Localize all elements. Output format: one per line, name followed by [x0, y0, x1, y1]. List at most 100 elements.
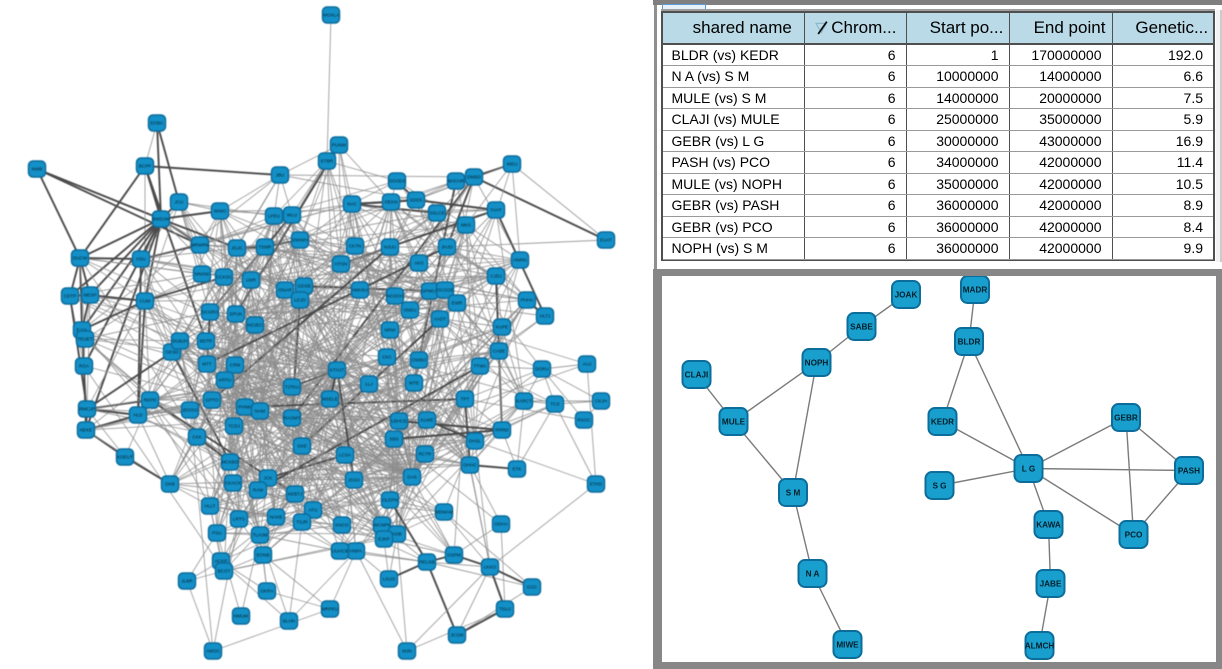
svg-text:ETKD: ETKD [590, 482, 603, 487]
svg-text:NRW: NRW [385, 328, 397, 333]
svg-text:JCGM: JCGM [450, 633, 463, 638]
svg-text:DWWH: DWWH [292, 238, 307, 243]
svg-text:EONB: EONB [256, 553, 269, 558]
svg-text:BLHN: BLHN [283, 619, 295, 624]
svg-text:LBHCE: LBHCE [391, 419, 406, 424]
svg-text:MRPEU: MRPEU [322, 607, 339, 612]
svg-text:GKRA: GKRA [260, 589, 274, 594]
svg-text:WWO: WWO [214, 209, 227, 214]
svg-text:CCKSC: CCKSC [216, 275, 233, 280]
svg-text:LSUO: LSUO [383, 577, 396, 582]
svg-text:ALMCH: ALMCH [1024, 641, 1054, 650]
svg-text:MCKBG: MCKBG [222, 460, 239, 465]
svg-text:MNSW: MNSW [195, 272, 210, 277]
svg-text:KDB: KDB [392, 532, 401, 537]
svg-text:GESD: GESD [165, 350, 179, 355]
svg-text:MIWE: MIWE [836, 640, 859, 649]
svg-text:REPD: REPD [144, 398, 157, 403]
svg-text:MRWRN: MRWRN [191, 243, 209, 248]
svg-text:JSSO: JSSO [348, 478, 360, 483]
svg-text:BCPP: BCPP [139, 164, 152, 169]
svg-text:CABE: CABE [493, 349, 506, 354]
svg-text:DMBD: DMBD [467, 175, 481, 180]
svg-text:PHHA: PHHA [521, 298, 535, 303]
svg-text:RGA: RGA [79, 364, 90, 369]
svg-text:MSELE: MSELE [322, 397, 338, 402]
svg-text:CUW: CUW [140, 299, 152, 304]
svg-text:KNCO: KNCO [335, 523, 349, 528]
svg-text:MDMAM: MDMAM [435, 510, 453, 515]
svg-text:HSU: HSU [136, 257, 146, 262]
svg-text:KEDR: KEDR [930, 417, 953, 426]
svg-text:WTE: WTE [409, 381, 419, 386]
svg-text:NAM: NAM [255, 409, 265, 414]
svg-text:N A: N A [805, 569, 819, 578]
svg-text:RMCJP: RMCJP [79, 407, 95, 412]
svg-text:RCTR: RCTR [419, 452, 432, 457]
svg-text:OHHC: OHHC [463, 463, 477, 468]
svg-text:RAM: RAM [253, 488, 263, 493]
svg-text:OLEPN: OLEPN [382, 498, 398, 503]
svg-text:PASH: PASH [1177, 466, 1199, 475]
svg-text:ATU: ATU [309, 508, 318, 513]
svg-text:BWDJW: BWDJW [152, 217, 170, 222]
svg-text:NJUU: NJUU [384, 245, 396, 250]
svg-text:LKKO: LKKO [484, 565, 497, 570]
svg-text:BCOT: BCOT [218, 569, 231, 574]
svg-text:TAHT: TAHT [490, 208, 502, 213]
svg-text:GKE: GKE [297, 444, 307, 449]
svg-text:WGKLA: WGKLA [323, 13, 341, 18]
svg-text:RSOC: RSOC [577, 418, 591, 423]
svg-text:HMHSA: HMHSA [352, 288, 370, 293]
svg-text:DUBJH: DUBJH [172, 339, 187, 344]
svg-text:EOBC: EOBC [150, 121, 164, 126]
svg-text:KRTU: KRTU [219, 378, 231, 383]
svg-text:PCO: PCO [1124, 530, 1142, 539]
svg-text:NAC: NAC [347, 202, 357, 207]
svg-text:GKB: GKB [165, 482, 175, 487]
svg-text:MESP: MESP [83, 293, 96, 298]
svg-text:SSLCE: SSLCE [429, 211, 444, 216]
svg-text:JGJC: JGJC [231, 246, 243, 251]
svg-text:HTSN: HTSN [335, 262, 348, 267]
svg-text:LEJO: LEJO [294, 298, 306, 303]
svg-text:TSUJ: TSUJ [499, 607, 510, 612]
svg-text:TCDJ: TCDJ [228, 424, 240, 429]
svg-text:KAWA: KAWA [1036, 520, 1061, 529]
svg-text:CRM: CRM [230, 363, 241, 368]
svg-text:LLJ: LLJ [365, 382, 372, 387]
svg-text:JDOSG: JDOSG [182, 408, 198, 413]
svg-text:MJN: MJN [402, 649, 411, 654]
svg-text:ETBR: ETBR [321, 159, 334, 164]
svg-text:L G: L G [1021, 464, 1035, 473]
svg-text:CKK: CKK [192, 435, 202, 440]
svg-text:OWBO: OWBO [412, 358, 427, 363]
svg-text:GGC: GGC [527, 585, 538, 590]
svg-text:TSMR: TSMR [258, 245, 272, 250]
svg-text:MTT: MTT [202, 362, 212, 367]
svg-text:KTHJT: KTHJT [330, 368, 344, 373]
svg-text:S M: S M [785, 488, 800, 497]
svg-text:ETK: ETK [513, 467, 523, 472]
svg-text:NMUM: NMUM [234, 614, 248, 619]
svg-text:UUHCB: UUHCB [332, 549, 348, 554]
svg-text:DHSL: DHSL [469, 439, 482, 444]
svg-text:EJKP: EJKP [378, 537, 390, 542]
svg-text:EJJA: EJJA [77, 328, 89, 333]
svg-text:EPUK: EPUK [230, 312, 243, 317]
svg-text:LWR: LWR [246, 278, 257, 283]
svg-text:SDDS: SDDS [410, 198, 423, 203]
svg-text:NWB: NWB [32, 167, 43, 172]
svg-text:CLAJI: CLAJI [684, 370, 708, 379]
svg-text:NOPH: NOPH [804, 358, 828, 367]
svg-text:HLTJ: HLTJ [540, 314, 551, 319]
svg-text:EUAT: EUAT [600, 238, 612, 243]
svg-text:ACKP: ACKP [215, 559, 228, 564]
svg-text:WLU: WLU [287, 213, 297, 218]
svg-text:GEBR: GEBR [1114, 413, 1138, 422]
svg-text:GDSB: GDSB [297, 284, 310, 289]
svg-text:DORU: DORU [535, 367, 549, 372]
svg-text:TSJR: TSJR [296, 520, 308, 525]
svg-text:JCK: JCK [264, 476, 274, 481]
svg-text:SABE: SABE [850, 322, 873, 331]
